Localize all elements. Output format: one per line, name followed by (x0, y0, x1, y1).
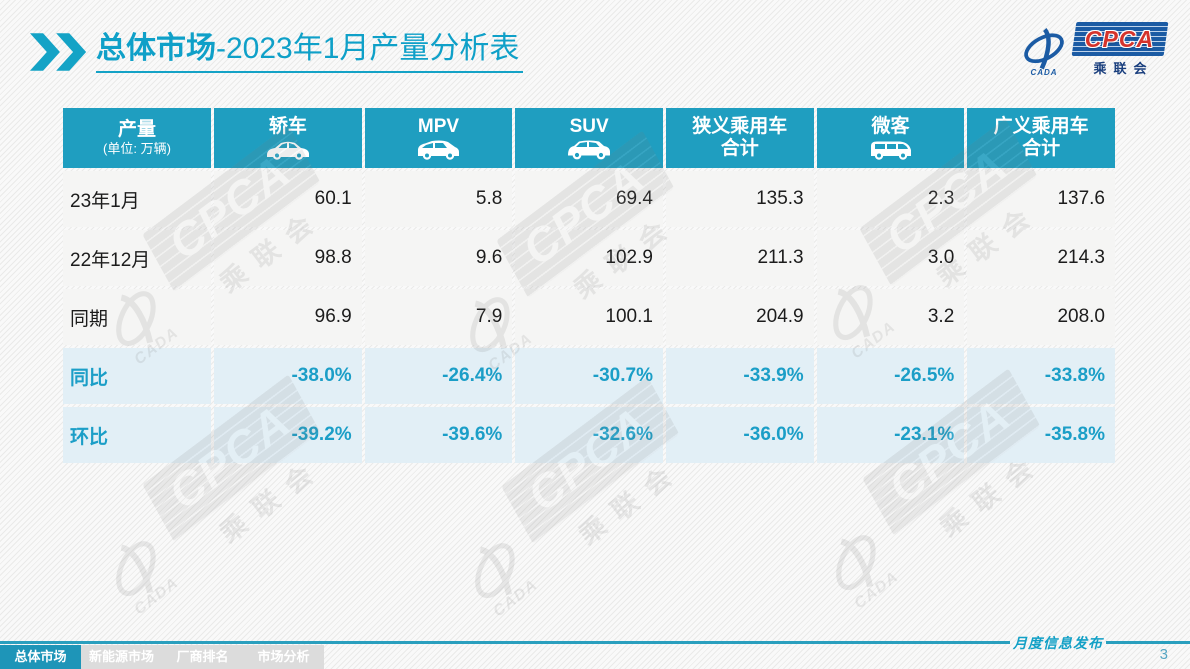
column-header-suv: SUV (515, 108, 663, 168)
data-cell: 211.3 (665, 230, 814, 286)
sedan-icon (214, 138, 362, 161)
title-section: 总体市场 (96, 32, 216, 65)
nav-tab-3[interactable]: 市场分析 (243, 645, 324, 669)
data-cell: -26.5% (816, 348, 965, 404)
mpv-icon (365, 138, 513, 161)
table-body: 23年1月 60.1 5.8 69.4 135.3 2.3 137.6 22年12月 98.8 9… (63, 171, 1115, 463)
column-header-total-5: 广义乘用车 合计 (967, 108, 1115, 168)
row-label: 22年12月 (63, 230, 211, 286)
data-cell: -32.6% (515, 407, 663, 463)
footer-rule-right (1106, 641, 1190, 644)
column-header-mpv: MPV (364, 108, 513, 168)
data-cell: -39.2% (214, 407, 362, 463)
nav-tab-0[interactable]: 总体市场 (0, 645, 81, 669)
nav-tab-1[interactable]: 新能源市场 (81, 645, 162, 669)
cpca-acronym: CPCA (1085, 25, 1155, 52)
row-label: 同期 (63, 289, 211, 345)
data-cell: 3.0 (816, 230, 965, 286)
nav-tab-2[interactable]: 厂商排名 (162, 645, 243, 669)
footer-rule (0, 641, 1010, 644)
cpca-logo: CADA CPCA 乘联会 (1019, 22, 1169, 77)
column-header-sedan: 轿车 (214, 108, 362, 168)
data-cell: 9.6 (364, 230, 513, 286)
table-corner-cell: 产量 (单位: 万辆) (63, 108, 211, 168)
measure-label: 产量 (117, 119, 156, 141)
microvan-icon (817, 138, 965, 161)
data-cell: -39.6% (364, 407, 513, 463)
bottom-nav: 总体市场 新能源市场 厂商排名 市场分析 (0, 645, 324, 669)
row-label: 环比 (63, 407, 211, 463)
data-cell: -33.8% (967, 348, 1115, 404)
title-block: 总体市场-2023年1月产量分析表 (30, 30, 524, 73)
data-cell: -35.8% (967, 407, 1115, 463)
data-cell: -33.9% (665, 348, 814, 404)
data-cell: 69.4 (515, 171, 663, 227)
unit-label: (单位: 万辆) (103, 141, 171, 157)
data-cell: 100.1 (515, 289, 663, 345)
column-header-total-3: 狭义乘用车 合计 (665, 108, 814, 168)
title-rest: -2023年1月产量分析表 (216, 32, 520, 65)
data-cell: 135.3 (665, 171, 814, 227)
table-row: 22年12月 98.8 9.6 102.9 211.3 3.0 214.3 (63, 230, 1115, 286)
data-cell: 7.9 (364, 289, 513, 345)
row-label: 23年1月 (63, 171, 211, 227)
data-cell: -23.1% (816, 407, 965, 463)
data-cell: 3.2 (816, 289, 965, 345)
table-row: 同期 96.9 7.9 100.1 204.9 3.2 208.0 (63, 289, 1115, 345)
cada-label: CADA (1030, 68, 1058, 77)
cpca-chinese-name: 乘联会 (1093, 61, 1154, 76)
double-chevron-icon (30, 33, 87, 71)
data-cell: 2.3 (816, 171, 965, 227)
table-header-row: 产量 (单位: 万辆) 轿车 MPV SUV 狭义乘用车 合计 微客 广义乘用车 合计 (63, 108, 1115, 168)
cada-swoosh-icon: CADA (1019, 28, 1069, 77)
data-cell: -30.7% (515, 348, 663, 404)
table-row: 23年1月 60.1 5.8 69.4 135.3 2.3 137.6 (63, 171, 1115, 227)
data-cell: 214.3 (967, 230, 1115, 286)
column-header-microvan: 微客 (816, 108, 965, 168)
suv-icon (515, 138, 663, 160)
publication-label: 月度信息发布 (1013, 637, 1103, 652)
page-number: 3 (1159, 646, 1168, 663)
data-cell: 98.8 (214, 230, 362, 286)
production-table: 产量 (单位: 万辆) 轿车 MPV SUV 狭义乘用车 合计 微客 广义乘用车 合计 23年… (60, 105, 1118, 466)
data-cell: -36.0% (665, 407, 814, 463)
data-cell: 102.9 (515, 230, 663, 286)
table-row: 同比 -38.0% -26.4% -30.7% -33.9% -26.5% -33.8% (63, 348, 1115, 404)
cpca-badge: CPCA (1071, 22, 1169, 56)
table-row: 环比 -39.2% -39.6% -32.6% -36.0% -23.1% -35.8% (63, 407, 1115, 463)
data-cell: -26.4% (364, 348, 513, 404)
row-label: 同比 (63, 348, 211, 404)
data-cell: -38.0% (214, 348, 362, 404)
data-cell: 60.1 (214, 171, 362, 227)
data-cell: 96.9 (214, 289, 362, 345)
data-cell: 5.8 (364, 171, 513, 227)
data-cell: 137.6 (967, 171, 1115, 227)
page-title: 总体市场-2023年1月产量分析表 (96, 30, 524, 73)
data-cell: 208.0 (967, 289, 1115, 345)
data-cell: 204.9 (665, 289, 814, 345)
